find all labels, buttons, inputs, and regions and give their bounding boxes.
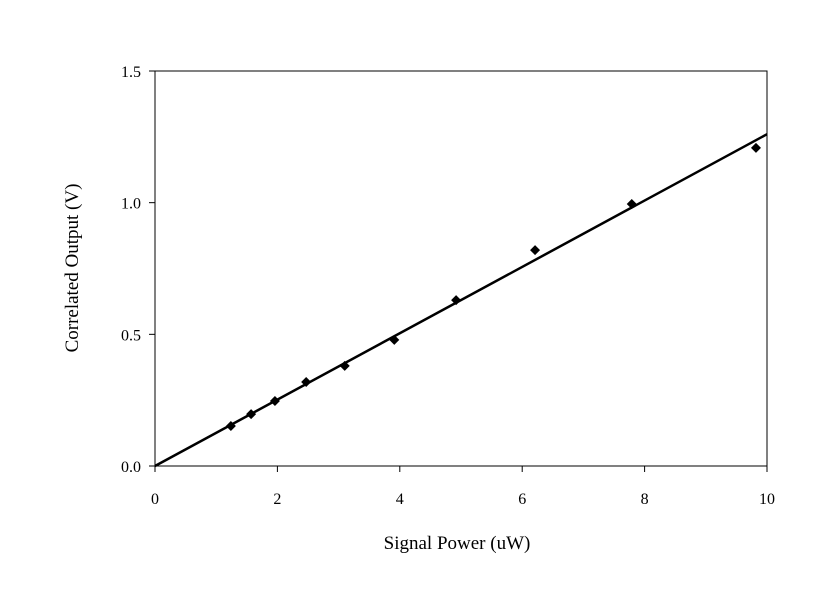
data-point: [530, 245, 541, 256]
x-tick-label: 2: [273, 491, 281, 508]
x-tick-label: 8: [641, 491, 649, 508]
data-point: [750, 142, 761, 153]
y-tick-label: 0.0: [121, 459, 141, 476]
y-tick-label: 1.5: [121, 64, 141, 81]
y-axis-label: Correlated Output (V): [62, 184, 83, 353]
plot-frame: [154, 70, 768, 467]
x-tick-label: 0: [151, 491, 159, 508]
fit-line: [154, 133, 768, 468]
y-tick-label: 0.5: [121, 327, 141, 344]
y-tick-label: 1.0: [121, 196, 141, 213]
x-tick-label: 6: [518, 491, 526, 508]
x-tick-label: 10: [759, 491, 775, 508]
x-axis-label: Signal Power (uW): [384, 533, 531, 554]
x-tick-label: 4: [396, 491, 404, 508]
